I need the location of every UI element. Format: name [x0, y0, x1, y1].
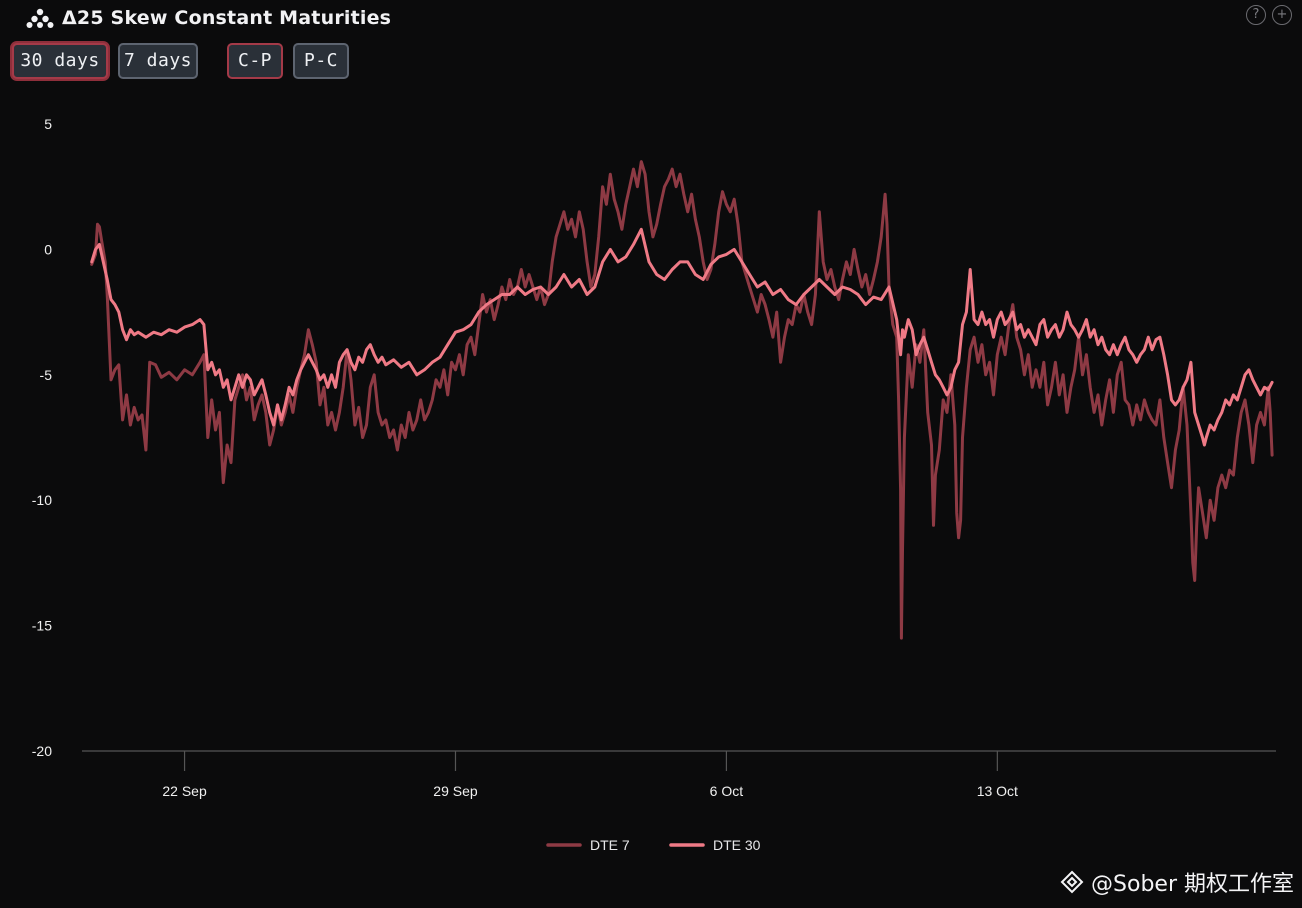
x-axis: 22 Sep 29 Sep 6 Oct 13 Oct: [82, 750, 1276, 799]
series-layer: [90, 160, 1274, 640]
series-line-dte-7: [90, 160, 1274, 640]
watermark-text: @Sober 期权工作室: [1091, 872, 1294, 897]
x-tick-label: 29 Sep: [433, 783, 478, 799]
chart-header: Δ25 Skew Constant Maturities: [26, 4, 391, 32]
btn-30-days[interactable]: 30 days: [12, 43, 108, 79]
y-tick-label: -10: [32, 492, 52, 508]
x-tick-label: 13 Oct: [977, 783, 1018, 799]
y-axis: 5 0 -5 -10 -15 -20: [32, 116, 52, 759]
btn-p-c[interactable]: P-C: [293, 43, 349, 79]
legend-label: DTE 7: [590, 837, 630, 853]
top-right-icons: ? +: [1246, 5, 1292, 25]
y-tick-label: -5: [40, 367, 53, 383]
watermark: @Sober 期权工作室: [1059, 866, 1294, 898]
legend-item-dte-7[interactable]: DTE 7: [546, 837, 630, 853]
btn-c-p[interactable]: C-P: [227, 43, 283, 79]
y-tick-label: 5: [44, 116, 52, 132]
series-line-dte-30: [90, 227, 1274, 447]
question-circle-icon[interactable]: ?: [1246, 5, 1266, 25]
chart-legend: DTE 7 DTE 30: [546, 837, 761, 853]
y-tick-label: -20: [32, 743, 52, 759]
legend-item-dte-30[interactable]: DTE 30: [669, 837, 761, 853]
binance-square-icon: [1060, 870, 1084, 894]
x-tick-label: 22 Sep: [162, 783, 207, 799]
plus-circle-icon[interactable]: +: [1272, 5, 1292, 25]
x-tick-label: 6 Oct: [710, 783, 744, 799]
y-tick-label: -15: [32, 618, 52, 634]
chart-title: Δ25 Skew Constant Maturities: [62, 7, 392, 29]
legend-label: DTE 30: [713, 837, 761, 853]
btn-7-days[interactable]: 7 days: [118, 43, 198, 79]
logo-icon: [26, 8, 54, 28]
y-tick-label: 0: [44, 241, 52, 257]
